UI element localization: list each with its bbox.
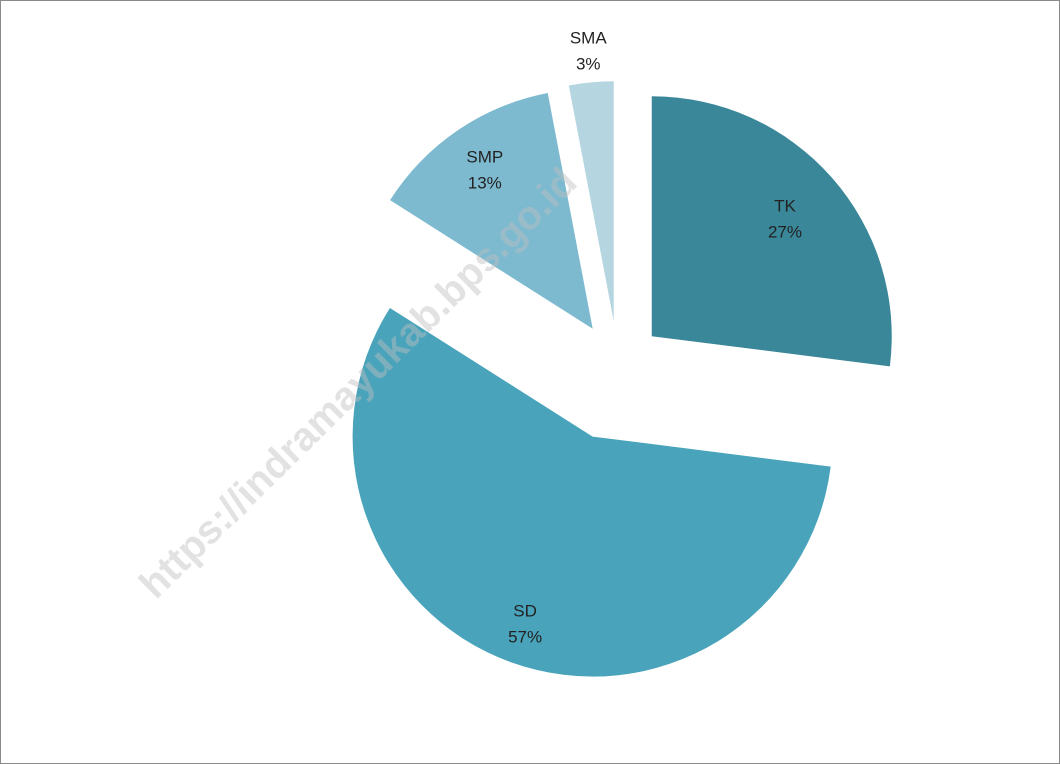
pie-slice bbox=[651, 96, 892, 367]
slice-category-label: TK bbox=[774, 196, 796, 215]
pie-slice bbox=[390, 93, 593, 329]
pie-slice bbox=[352, 307, 831, 677]
labels: TK 27% SD 57% SMP 13% SMA 3% bbox=[466, 29, 802, 647]
slice-value-label: 57% bbox=[508, 627, 542, 646]
slice-category-label: SMP bbox=[466, 147, 503, 166]
slice-category-label: SMA bbox=[570, 29, 608, 48]
slices bbox=[352, 81, 892, 677]
slice-category-label: SD bbox=[513, 601, 537, 620]
slice-value-label: 13% bbox=[468, 173, 502, 192]
slice-value-label: 27% bbox=[768, 222, 802, 241]
slice-value-label: 3% bbox=[576, 55, 601, 74]
pie-slice bbox=[568, 81, 614, 322]
